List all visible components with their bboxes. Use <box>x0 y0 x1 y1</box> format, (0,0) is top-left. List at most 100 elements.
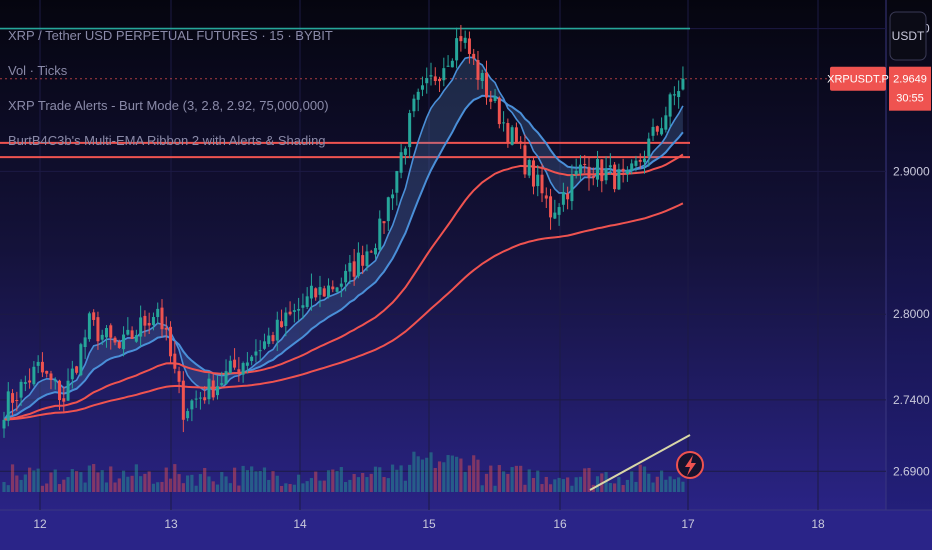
candle <box>62 386 66 414</box>
candle <box>519 136 523 149</box>
lightning-icon-bolt[interactable] <box>685 455 696 476</box>
candle-body <box>425 78 429 84</box>
volume-bar <box>117 478 121 492</box>
volume-bar <box>156 482 160 492</box>
candle <box>630 159 634 175</box>
candle <box>446 55 450 68</box>
candle-body <box>608 165 612 168</box>
volume-bar <box>224 476 228 492</box>
candle-body <box>250 356 254 362</box>
currency-button-box[interactable] <box>889 11 927 61</box>
candle <box>408 109 412 159</box>
volume-bar <box>203 467 207 492</box>
candle-body <box>587 166 591 179</box>
volume-bar <box>672 479 676 492</box>
candle-body <box>207 378 211 400</box>
candle-body <box>677 91 681 98</box>
candle-body <box>2 419 6 429</box>
candle-body <box>395 171 399 193</box>
candle <box>570 164 574 210</box>
volume-bar <box>232 467 237 492</box>
candle-body <box>643 158 646 163</box>
candle-body <box>109 325 113 338</box>
legend-line-3[interactable]: XRP Trade Alerts - Burt Mode (3, 2.8, 2.… <box>8 98 329 113</box>
candle-body <box>164 327 168 330</box>
candle <box>335 286 339 294</box>
volume-bar <box>523 484 527 492</box>
price-tick-label: 2.7400 <box>893 393 930 407</box>
candle-body <box>600 159 604 182</box>
candle-body <box>66 380 70 401</box>
volume-bar <box>143 473 147 492</box>
candle-body <box>566 193 570 200</box>
candle-body <box>275 319 279 341</box>
candle <box>668 92 672 127</box>
candle <box>28 368 32 389</box>
currency-button-label[interactable]: USDT <box>892 29 925 43</box>
candle <box>655 125 659 136</box>
volume-bar <box>126 476 130 492</box>
candle <box>45 370 49 378</box>
candle-body <box>339 283 343 287</box>
lightning-alert-icon[interactable] <box>676 451 704 479</box>
candle-body <box>258 350 262 352</box>
volume-bar <box>570 485 574 492</box>
candle-body <box>664 115 668 130</box>
volume-bar <box>459 458 463 492</box>
volume-bar <box>28 467 32 492</box>
volume-bar <box>45 483 49 492</box>
volume-bar <box>130 475 134 492</box>
candle-body <box>241 363 245 375</box>
price-tick-label: 2.9000 <box>893 164 930 178</box>
volume-bar <box>651 482 655 492</box>
candle <box>472 48 476 66</box>
legend-line-4[interactable]: BurtB4C3b's Multi-EMA Ribbon 2 with Aler… <box>8 133 326 148</box>
currency-button[interactable]: USDT <box>889 11 927 61</box>
candle <box>476 51 480 90</box>
volume-bar <box>284 483 288 492</box>
volume-bar <box>420 459 425 492</box>
candle <box>553 199 557 220</box>
candle <box>493 88 497 104</box>
candle <box>301 293 305 319</box>
candle-body <box>540 174 544 194</box>
volume-bar <box>527 469 531 492</box>
candle <box>634 155 638 172</box>
ema-slow-line <box>3 153 684 421</box>
candle <box>587 157 591 191</box>
candle-body <box>531 160 535 187</box>
volume-bar <box>139 476 143 492</box>
candle-body <box>681 78 685 90</box>
time-tick-label: 13 <box>164 517 178 531</box>
volume-bar <box>484 473 489 492</box>
candle-body <box>356 252 360 277</box>
candle <box>442 57 446 87</box>
volume-bar <box>630 471 634 492</box>
legend-line-1[interactable]: XRP / Tether USD PERPETUAL FUTURES · 15 … <box>8 28 333 43</box>
volume-bar <box>258 470 262 492</box>
volume-bar <box>531 478 536 492</box>
candle <box>237 357 241 382</box>
candle <box>284 307 288 337</box>
volume-bar <box>608 483 612 492</box>
volume-bar <box>335 471 339 492</box>
candle-body <box>23 382 27 384</box>
candle <box>681 66 685 91</box>
volume-bar <box>121 470 126 492</box>
candle <box>344 264 348 292</box>
legend-line-2[interactable]: Vol · Ticks <box>8 63 68 78</box>
candle <box>489 90 493 110</box>
volume-bar <box>386 478 390 492</box>
candle <box>536 164 540 197</box>
candle-body <box>237 369 241 373</box>
candle-body <box>617 169 621 190</box>
volume-bar <box>463 471 467 492</box>
candle <box>677 80 681 109</box>
candle-body <box>391 194 395 199</box>
candle-body <box>578 164 582 174</box>
time-tick-label: 16 <box>553 517 567 531</box>
ema-long-line <box>3 202 684 421</box>
volume-bar <box>472 455 476 492</box>
